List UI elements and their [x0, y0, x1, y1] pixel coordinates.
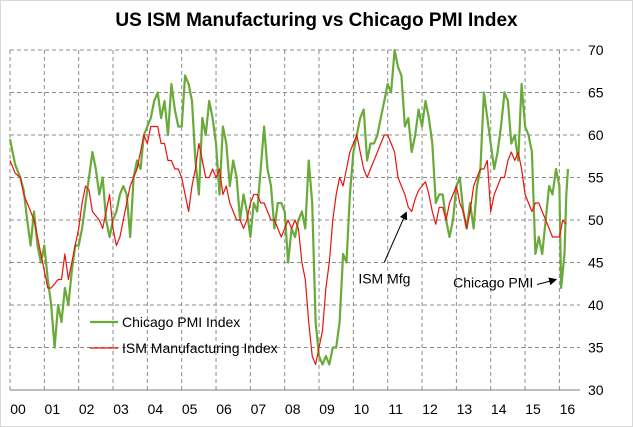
x-tick-label: 02: [79, 401, 95, 417]
legend: Chicago PMI Index ISM Manufacturing Index: [90, 314, 278, 356]
y-tick-label: 35: [588, 340, 604, 356]
annotation-chicago-pmi: Chicago PMI: [453, 275, 533, 291]
series-line-chicago-pmi: [8, 48, 570, 366]
x-tick-label: 11: [388, 401, 403, 417]
x-tick-label: 12: [422, 401, 438, 417]
x-tick-label: 16: [560, 401, 576, 417]
y-tick-label: 60: [588, 127, 604, 143]
series-line-ism-manufacturing: [9, 125, 567, 366]
x-tick-label: 05: [182, 401, 198, 417]
x-tick-label: 03: [113, 401, 129, 417]
y-tick-label: 65: [588, 85, 604, 101]
x-tick-label: 00: [10, 401, 26, 417]
y-tick-label: 70: [588, 42, 604, 58]
y-tick-label: 45: [588, 255, 604, 271]
chart-title: US ISM Manufacturing vs Chicago PMI Inde…: [115, 10, 518, 31]
y-tick-label: 50: [588, 212, 604, 228]
x-tick-label: 07: [251, 401, 267, 417]
y-tick-label: 30: [588, 382, 604, 398]
x-tick-label: 14: [491, 401, 507, 417]
annotation-ism-mfg: ISM Mfg: [358, 270, 410, 286]
x-tick-label: 09: [319, 401, 335, 417]
x-tick-label: 06: [216, 401, 232, 417]
series-lines: [8, 48, 570, 366]
x-tick-label: 08: [285, 401, 301, 417]
annotations: ISM Mfg Chicago PMI: [358, 211, 558, 291]
y-tick-label: 40: [588, 297, 604, 313]
x-tick-label: 10: [354, 401, 370, 417]
x-tick-label: 15: [525, 401, 541, 417]
annotation-arrow: [383, 211, 408, 263]
axes: 30 35 40 45 50 55 60 65 70 00 01 02 03 04 05 06 07 08 09 10…: [10, 42, 604, 417]
x-tick-label: 04: [148, 401, 164, 417]
x-tick-label: 13: [457, 401, 473, 417]
legend-label: Chicago PMI Index: [122, 314, 240, 330]
annotation-arrow: [536, 277, 558, 286]
legend-label: ISM Manufacturing Index: [122, 340, 278, 356]
gridlines: [9, 49, 580, 390]
y-tick-label: 55: [588, 170, 604, 186]
x-tick-label: 01: [45, 401, 61, 417]
